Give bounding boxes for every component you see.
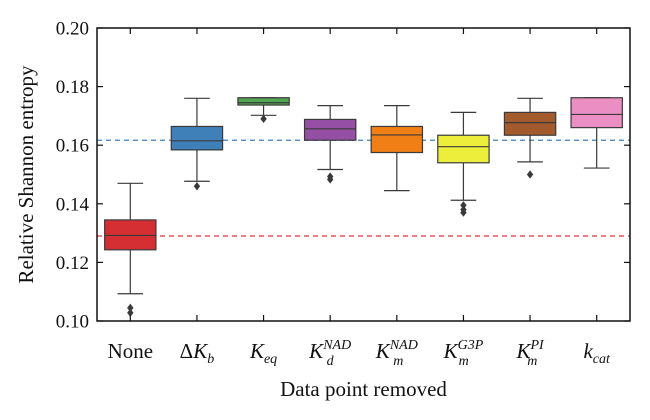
outlier-point [127,308,134,317]
box-5 [437,111,490,217]
x-category-label: KNAD d [308,338,351,369]
box-iqr [237,97,290,106]
box-4 [370,105,424,192]
outlier-point [127,303,134,312]
y-tick-label: 0.12 [56,253,89,274]
y-axis: 0.10 0.12 0.14 0.16 0.18 0.20 [56,19,630,333]
x-axis-title: Data point removed [280,377,447,401]
outlier-point [526,170,534,179]
box-iqr [370,125,424,154]
box-iqr [503,111,557,136]
x-category-label: KG3P m [443,338,484,369]
y-tick-label: 0.14 [56,194,90,215]
box-7 [570,97,623,169]
box-3 [303,105,357,184]
box-iqr [170,125,224,151]
box-6 [503,97,557,179]
x-category-label: ΔKb [180,339,215,367]
outlier-point [326,175,334,184]
y-axis-title: Relative Shannon entropy [14,65,38,284]
x-axis: None ΔKb Keq KNAD d KNAD m KG3P m KPI m kcat [108,28,611,369]
x-category-label: KPI m [515,338,545,369]
outlier-point [193,182,201,191]
box-series [104,97,623,317]
box-iqr [437,134,490,164]
box-iqr [303,118,357,141]
x-category-label: None [108,339,154,363]
x-category-label: Keq [249,339,277,367]
outlier-point [260,114,267,123]
y-tick-label: 0.20 [56,19,89,40]
y-tick-label: 0.10 [56,312,89,333]
x-category-label: kcat [583,339,611,367]
reference-lines [97,139,630,237]
outlier-point [460,201,467,210]
box-0 [104,182,157,317]
box-1 [170,97,224,191]
outlier-point [460,208,467,217]
y-tick-label: 0.16 [56,136,89,157]
box-2 [237,97,290,123]
box-iqr [570,97,623,129]
x-category-label: KNAD m [375,338,418,369]
plot-frame [96,27,631,322]
y-tick-label: 0.18 [56,77,89,98]
